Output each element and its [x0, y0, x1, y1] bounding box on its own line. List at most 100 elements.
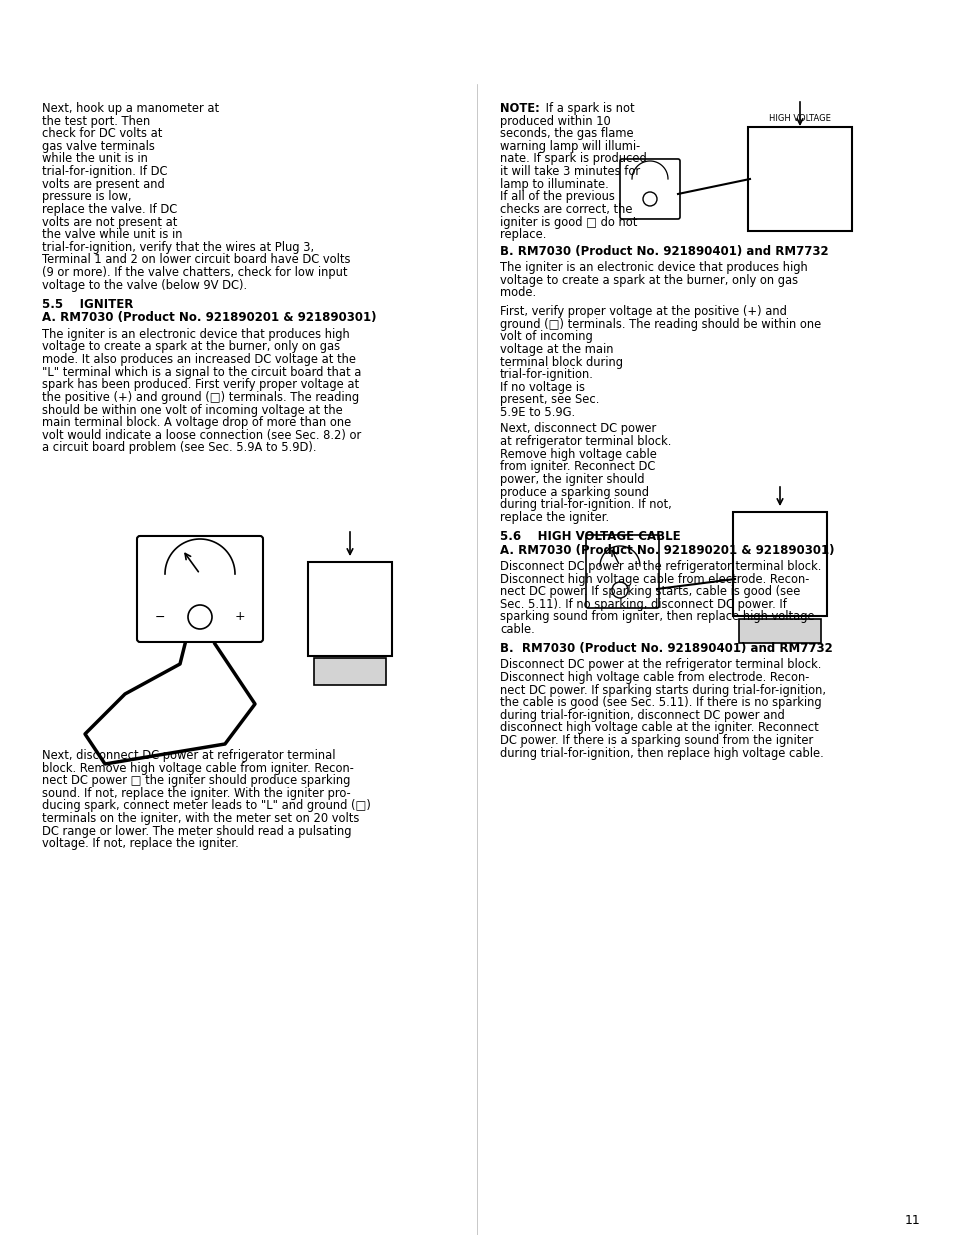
Text: during trial-for-ignition, disconnect DC power and: during trial-for-ignition, disconnect DC…: [499, 709, 784, 721]
Text: Remove high voltage cable: Remove high voltage cable: [499, 447, 657, 461]
Circle shape: [612, 582, 627, 598]
FancyBboxPatch shape: [739, 619, 821, 643]
Text: ducing spark, connect meter leads to "L" and ground (□): ducing spark, connect meter leads to "L"…: [42, 799, 371, 813]
Text: mode. It also produces an increased DC voltage at the: mode. It also produces an increased DC v…: [42, 353, 355, 366]
Text: disconnect high voltage cable at the igniter. Reconnect: disconnect high voltage cable at the ign…: [499, 721, 818, 735]
Text: voltage to create a spark at the burner, only on gas: voltage to create a spark at the burner,…: [499, 274, 798, 287]
Text: during trial‐for‐ignition. If not,: during trial‐for‐ignition. If not,: [499, 498, 671, 511]
Text: voltage. If not, replace the igniter.: voltage. If not, replace the igniter.: [42, 837, 238, 851]
Text: terminal block during: terminal block during: [499, 356, 622, 368]
Text: 5.6    HIGH VOLTAGE CABLE: 5.6 HIGH VOLTAGE CABLE: [499, 530, 679, 542]
Text: power, the igniter should: power, the igniter should: [499, 473, 644, 485]
Text: The igniter is an electronic device that produces high: The igniter is an electronic device that…: [42, 327, 350, 341]
Text: ground (□) terminals. The reading should be within one: ground (□) terminals. The reading should…: [499, 317, 821, 331]
Text: HIGH VOLTAGE: HIGH VOLTAGE: [768, 114, 830, 124]
Text: If a spark is not: If a spark is not: [541, 103, 634, 115]
Text: at refrigerator terminal block.: at refrigerator terminal block.: [499, 435, 671, 448]
Text: A. RM7030 (Product No. 921890201 & 921890301): A. RM7030 (Product No. 921890201 & 92189…: [499, 543, 834, 557]
Text: nect DC power. If sparking starts during trial-for-ignition,: nect DC power. If sparking starts during…: [499, 684, 825, 697]
Text: Disconnect high voltage cable from electrode. Recon-: Disconnect high voltage cable from elect…: [499, 573, 808, 585]
Text: B. RM7030 (Product No. 921890401) and RM7732: B. RM7030 (Product No. 921890401) and RM…: [499, 245, 828, 258]
FancyBboxPatch shape: [314, 658, 386, 685]
Text: voltage at the main: voltage at the main: [499, 343, 613, 356]
Text: Disconnect DC power at the refrigerator terminal block.: Disconnect DC power at the refrigerator …: [499, 658, 821, 672]
Text: a circuit board problem (see Sec. 5.9A to 5.9D).: a circuit board problem (see Sec. 5.9A t…: [42, 441, 316, 454]
Text: trial‐for‐ignition.: trial‐for‐ignition.: [499, 368, 594, 382]
Text: spark has been produced. First verify proper voltage at: spark has been produced. First verify pr…: [42, 378, 358, 391]
Text: DOMETIC® RM7030/RM7732: DOMETIC® RM7030/RM7732: [701, 16, 934, 31]
Text: nect DC power □ the igniter should produce sparking: nect DC power □ the igniter should produ…: [42, 774, 350, 787]
FancyBboxPatch shape: [308, 562, 392, 656]
FancyBboxPatch shape: [747, 127, 851, 231]
Text: voltage to create a spark at the burner, only on gas: voltage to create a spark at the burner,…: [42, 341, 340, 353]
Text: Terminal 1 and 2 on lower circuit board have DC volts: Terminal 1 and 2 on lower circuit board …: [42, 253, 350, 267]
Text: checks are correct, the: checks are correct, the: [499, 203, 632, 216]
Text: First, verify proper voltage at the positive (+) and: First, verify proper voltage at the posi…: [499, 305, 786, 319]
Text: "L" terminal which is a signal to the circuit board that a: "L" terminal which is a signal to the ci…: [42, 366, 361, 379]
Text: If no voltage is: If no voltage is: [499, 380, 584, 394]
Text: Next, hook up a manometer at: Next, hook up a manometer at: [42, 103, 219, 115]
FancyBboxPatch shape: [137, 536, 263, 642]
Text: A. RM7030 (Product No. 921890201 & 921890301): A. RM7030 (Product No. 921890201 & 92189…: [42, 311, 376, 325]
Circle shape: [188, 605, 212, 629]
Text: Next, disconnect DC power: Next, disconnect DC power: [499, 422, 656, 436]
Text: Next, disconnect DC power at refrigerator terminal: Next, disconnect DC power at refrigerato…: [42, 748, 335, 762]
Text: 5.9E to 5.9G.: 5.9E to 5.9G.: [499, 406, 575, 419]
Text: seconds, the gas flame: seconds, the gas flame: [499, 127, 633, 141]
Text: volt of incoming: volt of incoming: [499, 330, 592, 343]
Text: trial‐for‐ignition. If DC: trial‐for‐ignition. If DC: [42, 165, 168, 178]
Text: DC range or lower. The meter should read a pulsating: DC range or lower. The meter should read…: [42, 825, 351, 837]
Text: sparking sound from igniter, then replace high voltage: sparking sound from igniter, then replac…: [499, 610, 814, 624]
Text: The igniter is an electronic device that produces high: The igniter is an electronic device that…: [499, 261, 807, 274]
Text: B.  RM7030 (Product No. 921890401) and RM7732: B. RM7030 (Product No. 921890401) and RM…: [499, 642, 832, 655]
Text: sound. If not, replace the igniter. With the igniter pro-: sound. If not, replace the igniter. With…: [42, 787, 351, 800]
Text: the positive (+) and ground (□) terminals. The reading: the positive (+) and ground (□) terminal…: [42, 391, 358, 404]
Text: the test port. Then: the test port. Then: [42, 115, 150, 127]
Text: −: −: [154, 610, 165, 624]
Text: replace.: replace.: [499, 228, 546, 241]
FancyBboxPatch shape: [732, 513, 826, 616]
Text: from igniter. Reconnect DC: from igniter. Reconnect DC: [499, 461, 655, 473]
Circle shape: [642, 191, 657, 206]
Text: gas valve terminals: gas valve terminals: [42, 140, 154, 153]
Text: produce a sparking sound: produce a sparking sound: [499, 485, 648, 499]
Text: main terminal block. A voltage drop of more than one: main terminal block. A voltage drop of m…: [42, 416, 351, 429]
Text: during trial-for-ignition, then replace high voltage cable.: during trial-for-ignition, then replace …: [499, 747, 822, 760]
Text: present, see Sec.: present, see Sec.: [499, 394, 598, 406]
Text: terminals on the igniter, with the meter set on 20 volts: terminals on the igniter, with the meter…: [42, 813, 359, 825]
FancyBboxPatch shape: [585, 535, 659, 608]
Text: mode.: mode.: [499, 287, 536, 299]
Text: igniter is good □ do not: igniter is good □ do not: [499, 216, 637, 228]
Text: DC power. If there is a sparking sound from the igniter: DC power. If there is a sparking sound f…: [499, 734, 812, 747]
Text: 11: 11: [903, 1214, 919, 1228]
Text: it will take 3 minutes for: it will take 3 minutes for: [499, 165, 639, 178]
Text: volts are not present at: volts are not present at: [42, 216, 177, 228]
Text: 5.5    IGNITER: 5.5 IGNITER: [42, 298, 133, 310]
Text: volt would indicate a loose connection (see Sec. 8.2) or: volt would indicate a loose connection (…: [42, 429, 361, 442]
Text: cable.: cable.: [499, 622, 535, 636]
Text: check for DC volts at: check for DC volts at: [42, 127, 162, 141]
Text: block. Remove high voltage cable from igniter. Recon-: block. Remove high voltage cable from ig…: [42, 762, 354, 774]
Text: lamp to illuminate.: lamp to illuminate.: [499, 178, 608, 190]
Text: +: +: [234, 610, 245, 624]
Text: trial‐for‐ignition, verify that the wires at Plug 3,: trial‐for‐ignition, verify that the wire…: [42, 241, 314, 253]
Text: Disconnect DC power at the refrigerator terminal block.: Disconnect DC power at the refrigerator …: [499, 559, 821, 573]
Text: Refrigerators: Refrigerators: [824, 56, 934, 70]
Text: DIAGNOSTIC SERVICE MANUAL: DIAGNOSTIC SERVICE MANUAL: [200, 33, 414, 47]
Text: while the unit is in: while the unit is in: [42, 152, 148, 165]
Text: volts are present and: volts are present and: [42, 178, 165, 190]
Text: replace the valve. If DC: replace the valve. If DC: [42, 203, 177, 216]
Text: should be within one volt of incoming voltage at the: should be within one volt of incoming vo…: [42, 404, 342, 416]
FancyBboxPatch shape: [619, 159, 679, 219]
Text: warning lamp will illumi-: warning lamp will illumi-: [499, 140, 639, 153]
Text: If all of the previous: If all of the previous: [499, 190, 615, 204]
Text: Disconnect high voltage cable from electrode. Recon-: Disconnect high voltage cable from elect…: [499, 671, 808, 684]
Text: produced within 10: produced within 10: [499, 115, 610, 127]
Text: (9 or more). If the valve chatters, check for low input: (9 or more). If the valve chatters, chec…: [42, 266, 347, 279]
Text: nate. If spark is produced: nate. If spark is produced: [499, 152, 646, 165]
Text: nect DC power. If sparking starts, cable is good (see: nect DC power. If sparking starts, cable…: [499, 585, 800, 598]
Text: NOTE:: NOTE:: [499, 103, 539, 115]
Text: the cable is good (see Sec. 5.11). If there is no sparking: the cable is good (see Sec. 5.11). If th…: [499, 697, 821, 709]
Text: Sec. 5.11). If no sparking, disconnect DC power. If: Sec. 5.11). If no sparking, disconnect D…: [499, 598, 786, 611]
Text: pressure is low,: pressure is low,: [42, 190, 132, 204]
